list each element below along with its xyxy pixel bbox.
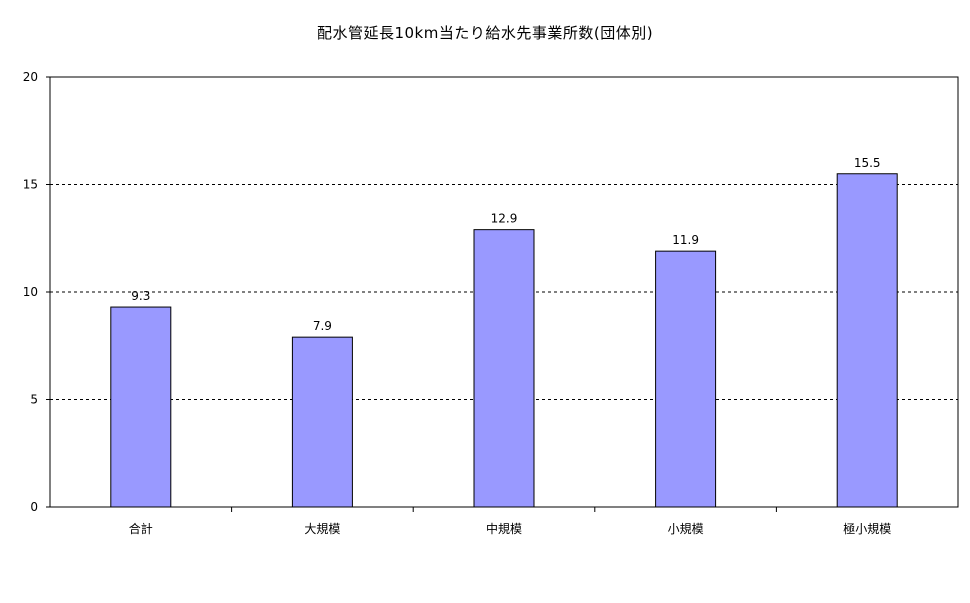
data-label: 12.9 [491,212,518,226]
data-label: 11.9 [672,233,699,247]
x-tick-label: 中規模 [486,521,522,536]
bar-3 [655,250,717,508]
label-layer: 9.3 合計 7.9 大規模 12.9 中規模 11.9 小規模 15.5 極小規模 [129,156,891,536]
chart-title: 配水管延長10km当たり給水先事業所数(団体別) [316,24,654,42]
bar-layer [110,173,898,508]
x-tick-label: 小規模 [668,521,704,536]
axis-layer: 0 5 10 15 20 [23,70,777,514]
x-tick-label: 大規模 [304,521,340,536]
x-tick-label: 極小規模 [843,521,891,536]
bar-0 [110,306,172,508]
y-tick-label: 20 [23,70,38,84]
y-tick-label: 0 [30,500,38,514]
grid-layer [50,184,958,400]
data-label: 15.5 [854,156,881,170]
y-tick-label: 15 [23,178,38,192]
bar-4 [836,173,898,508]
y-tick-label: 10 [23,285,38,299]
bar-2 [473,229,535,508]
x-tick-label: 合計 [129,521,153,536]
bar-1 [291,336,353,508]
data-label: 7.9 [313,319,332,333]
data-label: 9.3 [131,289,150,303]
y-tick-label: 5 [30,393,38,407]
